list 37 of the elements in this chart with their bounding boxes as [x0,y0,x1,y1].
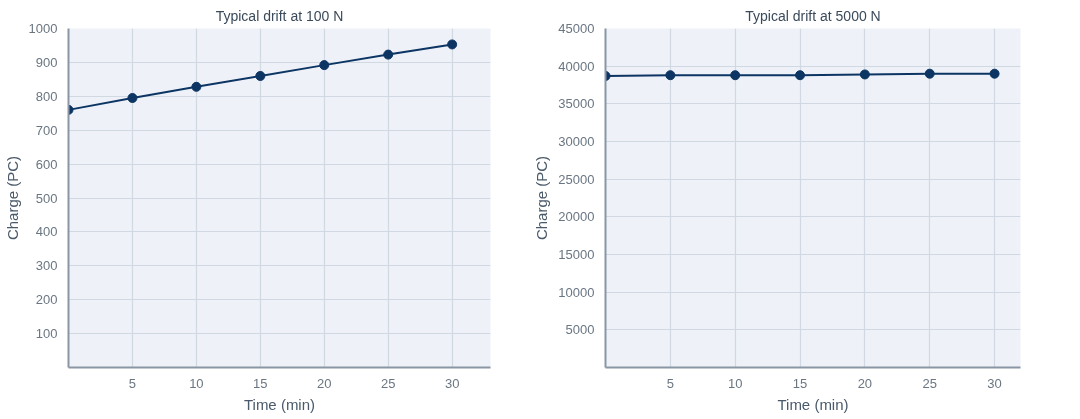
x-tick-label: 10 [727,375,743,391]
y-tick-label: 1000 [28,21,58,36]
x-tick-label: 20 [317,375,332,391]
x-tick-label: 5 [128,375,137,391]
y-tick-label: 45000 [558,21,595,36]
y-axis-title: Charge (PC) [533,155,551,241]
y-tick-label: 15000 [558,247,595,262]
chart-title: Typical drift at 5000 N [745,7,881,24]
chart-title: Typical drift at 100 N [215,7,344,24]
y-tick-label: 500 [35,190,58,206]
y-tick-label: 600 [35,156,58,172]
x-tick-label: 5 [666,375,674,391]
y-tick-label: 400 [35,224,58,240]
y-tick-label: 35000 [558,96,595,112]
y-tick-label: 5000 [565,322,595,338]
x-tick-label: 10 [189,375,204,391]
x-tick-label: 15 [792,375,808,391]
x-tick-label: 25 [380,375,396,391]
y-tick-label: 300 [35,258,58,274]
x-tick-label: 30 [444,375,460,391]
y-tick-label: 100 [35,326,58,342]
y-tick-label: 200 [35,292,58,308]
y-tick-label: 700 [35,122,58,138]
x-axis-title: Time (min) [243,395,316,413]
x-tick-label: 25 [922,375,937,391]
y-tick-label: 900 [35,54,58,70]
y-axis-title: Charge (PC) [3,155,21,241]
y-tick-label: 40000 [558,58,595,74]
x-axis-title: Time (min) [777,395,849,413]
x-tick-label: 20 [857,375,873,391]
x-tick-label: 30 [987,375,1002,391]
y-tick-label: 20000 [558,209,595,225]
y-tick-label: 10000 [558,284,595,300]
x-tick-label: 15 [253,375,268,391]
y-tick-label: 25000 [558,171,595,187]
y-tick-label: 30000 [558,134,595,149]
y-tick-label: 800 [35,88,58,104]
